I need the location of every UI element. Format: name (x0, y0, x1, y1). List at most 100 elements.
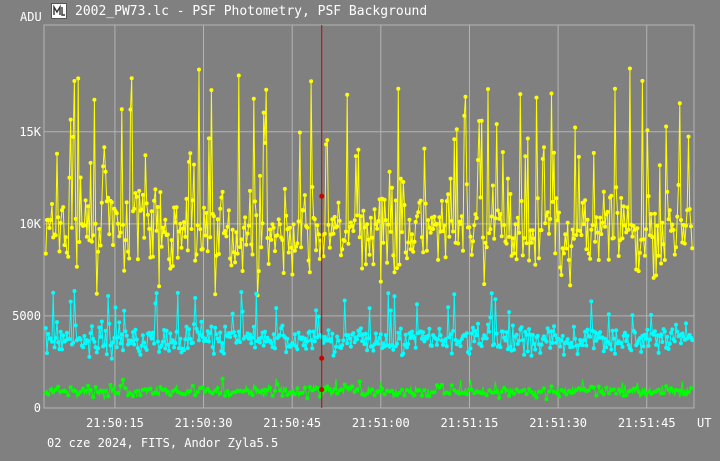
data-point (316, 232, 321, 237)
data-point (505, 347, 510, 352)
data-point (624, 339, 629, 344)
data-point (192, 162, 196, 167)
data-point (427, 225, 432, 230)
data-point (586, 251, 591, 256)
data-point (380, 386, 385, 391)
data-point (197, 338, 201, 343)
data-point (314, 248, 319, 253)
data-point (72, 79, 77, 83)
data-point (428, 230, 433, 235)
data-point (530, 333, 535, 337)
data-point (330, 331, 335, 336)
data-point (596, 258, 601, 262)
data-point (325, 384, 330, 389)
data-point (400, 230, 404, 235)
data-point (305, 339, 310, 344)
data-point (447, 391, 452, 396)
data-point (332, 350, 337, 354)
data-point (350, 224, 355, 228)
data-point (649, 212, 654, 216)
data-point (371, 348, 376, 353)
data-point (192, 322, 196, 327)
data-point (246, 336, 251, 341)
data-point (103, 389, 108, 393)
data-point (253, 199, 257, 204)
data-point (68, 385, 73, 390)
data-point (183, 337, 188, 342)
data-point (199, 319, 204, 324)
data-point (599, 232, 604, 237)
data-point (45, 351, 49, 356)
data-point (249, 341, 254, 346)
data-point (152, 341, 157, 346)
data-point (250, 393, 255, 397)
data-point (679, 218, 683, 222)
data-point (51, 390, 56, 395)
data-point (666, 347, 671, 351)
data-point (510, 323, 515, 328)
data-point (375, 226, 380, 231)
data-point (173, 220, 178, 225)
data-point (458, 344, 463, 349)
data-point (357, 333, 362, 338)
data-point (530, 228, 535, 233)
data-point (253, 345, 257, 350)
data-point (147, 226, 152, 231)
data-point (598, 215, 603, 220)
data-point (373, 222, 378, 227)
data-point (159, 244, 164, 249)
data-point (553, 333, 558, 338)
data-point (307, 385, 312, 390)
data-point (296, 219, 301, 224)
data-point (131, 394, 135, 399)
data-point (195, 223, 200, 228)
data-point (397, 262, 402, 267)
data-point (611, 235, 616, 240)
data-point (426, 218, 431, 223)
data-point (616, 254, 621, 258)
data-point (560, 246, 565, 251)
data-point (170, 338, 175, 343)
data-point (443, 337, 448, 342)
data-point (464, 331, 469, 336)
data-point (134, 337, 139, 342)
data-point (271, 332, 276, 337)
data-point (641, 237, 646, 242)
data-point (275, 382, 280, 387)
data-point (123, 386, 128, 391)
data-point (200, 385, 205, 390)
data-point (500, 150, 505, 155)
data-point (248, 188, 252, 193)
data-point (467, 351, 472, 356)
data-point (469, 252, 474, 257)
data-point (143, 153, 148, 158)
data-point (321, 254, 326, 259)
data-point (499, 234, 504, 239)
data-point (524, 241, 529, 246)
data-point (294, 244, 299, 249)
data-point (437, 385, 442, 390)
data-point (64, 330, 69, 335)
data-point (412, 239, 417, 244)
data-point (346, 333, 351, 338)
data-point (661, 242, 666, 247)
data-point (557, 210, 561, 215)
x-tick-label: 21:51:45 (618, 416, 676, 430)
data-point (669, 330, 674, 335)
data-point (578, 228, 583, 233)
light-curve-app-icon[interactable] (51, 3, 67, 19)
data-point (58, 221, 63, 225)
data-point (594, 215, 599, 220)
data-point (258, 340, 262, 345)
data-point (547, 231, 551, 236)
data-point (583, 198, 588, 203)
data-point (163, 346, 168, 351)
data-point (478, 195, 483, 200)
data-point (209, 88, 214, 93)
time-cursor[interactable] (319, 25, 325, 408)
data-point (235, 251, 240, 256)
data-point (56, 384, 61, 389)
data-point (206, 339, 211, 344)
data-point (197, 67, 201, 72)
